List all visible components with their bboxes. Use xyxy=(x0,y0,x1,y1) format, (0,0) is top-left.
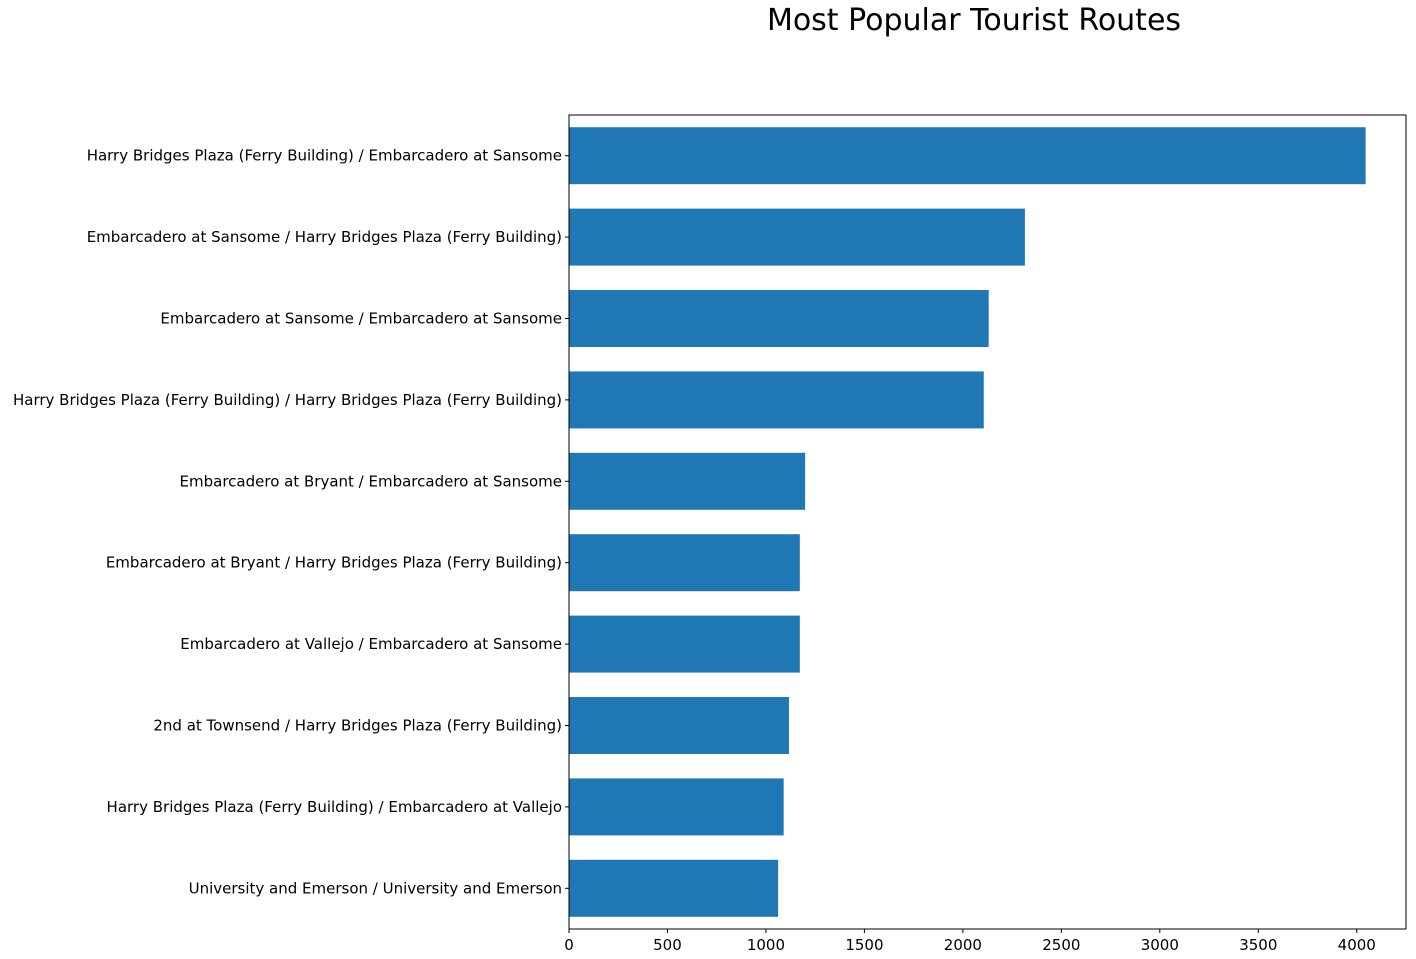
y-tick-label: Embarcadero at Vallejo / Embarcadero at … xyxy=(180,635,562,653)
bar xyxy=(569,534,800,592)
y-tick-label: University and Emerson / University and … xyxy=(189,879,562,897)
bar xyxy=(569,290,989,347)
bars-group xyxy=(569,127,1366,917)
y-tick-label: Embarcadero at Bryant / Harry Bridges Pl… xyxy=(106,554,562,572)
y-tick-label: Embarcadero at Sansome / Embarcadero at … xyxy=(160,310,562,328)
y-tick-label: Harry Bridges Plaza (Ferry Building) / E… xyxy=(87,147,562,165)
bar xyxy=(569,127,1366,185)
y-tick-label: Harry Bridges Plaza (Ferry Building) / E… xyxy=(107,798,562,816)
y-tick-labels: Harry Bridges Plaza (Ferry Building) / E… xyxy=(13,147,569,897)
bar xyxy=(569,371,984,429)
bar xyxy=(569,697,789,754)
y-tick-label: 2nd at Townsend / Harry Bridges Plaza (F… xyxy=(153,717,562,735)
y-tick-label: Harry Bridges Plaza (Ferry Building) / H… xyxy=(13,391,562,409)
bar xyxy=(569,778,784,836)
x-tick-label: 2500 xyxy=(1042,936,1080,954)
x-tick-label: 500 xyxy=(653,936,682,954)
y-tick-label: Embarcadero at Bryant / Embarcadero at S… xyxy=(180,472,562,490)
x-axis: 0 500 1000 1500 2000 2500 3000 3500 4000 xyxy=(564,929,1376,954)
bar xyxy=(569,208,1025,266)
bar xyxy=(569,615,800,673)
x-tick-label: 3500 xyxy=(1239,936,1277,954)
bar xyxy=(569,452,806,510)
chart-title: Most Popular Tourist Routes xyxy=(767,3,1181,38)
x-tick-label: 3000 xyxy=(1141,936,1179,954)
plot-frame xyxy=(568,114,1407,930)
x-tick-label: 1000 xyxy=(747,936,785,954)
x-tick-label: 4000 xyxy=(1338,936,1376,954)
x-tick-label: 2000 xyxy=(944,936,982,954)
y-tick-label: Embarcadero at Sansome / Harry Bridges P… xyxy=(87,228,562,246)
x-tick-label: 1500 xyxy=(845,936,883,954)
x-tick-label: 0 xyxy=(564,936,574,954)
bar xyxy=(569,859,779,917)
